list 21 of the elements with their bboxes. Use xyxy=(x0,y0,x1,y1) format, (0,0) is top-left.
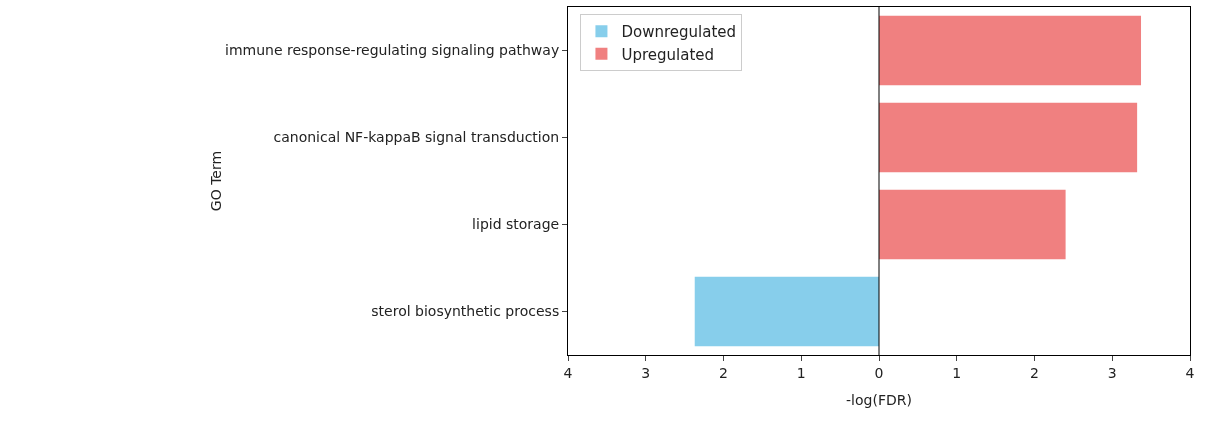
x-tick-label: 2 xyxy=(1030,364,1039,381)
x-tick-label: 3 xyxy=(641,364,651,381)
bar xyxy=(694,276,879,347)
legend-label: Upregulated xyxy=(621,45,715,64)
legend-label: Downregulated xyxy=(621,23,737,42)
x-tick-label: 1 xyxy=(952,364,962,381)
x-tick-label: 1 xyxy=(796,364,806,381)
y-tick-label: immune response-regulating signaling pathway xyxy=(225,42,560,59)
x-tick-label: 4 xyxy=(1185,364,1195,381)
x-tick-label: 4 xyxy=(563,364,573,381)
bar xyxy=(879,15,1142,86)
x-tick-label: 3 xyxy=(1107,364,1117,381)
x-tick-label: 0 xyxy=(874,364,884,381)
y-tick-label: lipid storage xyxy=(472,216,560,233)
x-tick-label: 2 xyxy=(719,364,728,381)
x-axis-title: -log(FDR) xyxy=(846,392,912,409)
bar xyxy=(879,189,1066,260)
y-axis-title: GO Term xyxy=(207,150,224,212)
bar xyxy=(879,102,1138,173)
y-tick-label: canonical NF-kappaB signal transduction xyxy=(273,129,560,146)
y-tick-label: sterol biosynthetic process xyxy=(371,303,560,320)
